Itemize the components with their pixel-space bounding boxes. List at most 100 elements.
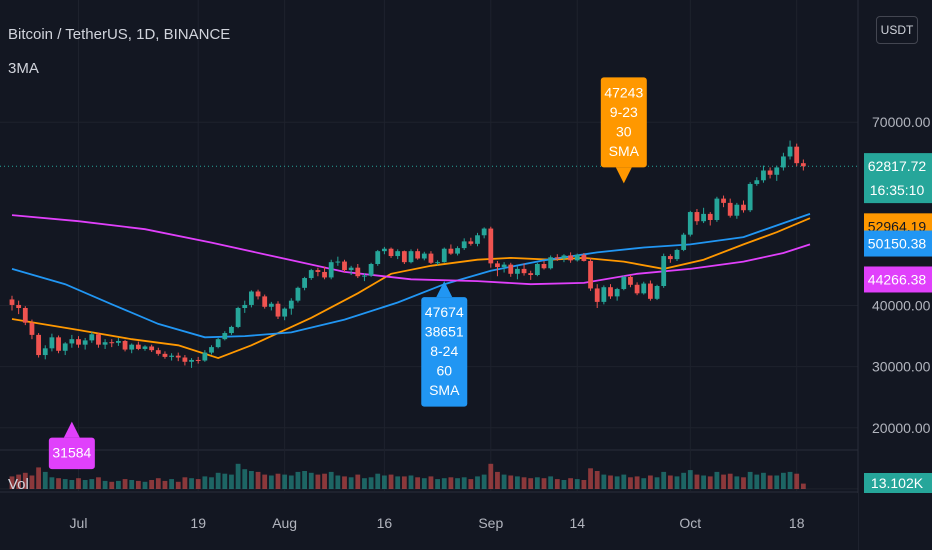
volume-bar [435, 479, 440, 489]
volume-bar [229, 474, 234, 489]
volume-bar [448, 477, 454, 489]
candle-body [781, 156, 786, 168]
candle-body [767, 170, 773, 175]
annotation-text: 30 [616, 123, 632, 139]
candle-body [787, 146, 793, 157]
candle-body [76, 339, 81, 345]
price-tag-text: 52964.19 [868, 218, 927, 234]
volume-bar [195, 479, 201, 489]
ma-line-200-sma [11, 214, 811, 286]
annotation-box [48, 437, 95, 470]
volume-bar [408, 475, 414, 489]
volume-bar [421, 478, 427, 489]
candle-body [741, 204, 746, 211]
ma-line-30-sma [11, 217, 811, 360]
volume-bar [275, 473, 281, 489]
volume-bar [501, 474, 507, 489]
candle-body [574, 254, 580, 261]
candle-body [495, 263, 500, 268]
volume-bar [262, 474, 268, 489]
volume-bar [302, 471, 307, 489]
volume-bar [155, 478, 161, 489]
candle-body [674, 249, 680, 260]
volume-label: Vol [8, 476, 29, 493]
candle-body [554, 257, 560, 259]
candle-body [501, 264, 507, 268]
candle-body [721, 198, 726, 203]
volume-bar [328, 471, 334, 489]
volume-bar [315, 474, 321, 489]
candle-body [455, 248, 460, 254]
candle-body [621, 276, 627, 290]
volume-bar [288, 475, 294, 489]
candle-body [42, 348, 48, 356]
candle-body [800, 163, 806, 167]
volume-bar [541, 478, 547, 489]
volume-bar [614, 476, 620, 489]
candle-body [568, 255, 573, 261]
volume-bar [355, 474, 361, 489]
price-candles [9, 140, 806, 368]
candle-body [255, 291, 261, 297]
candle-body [601, 287, 607, 302]
volume-bar [594, 471, 600, 489]
volume-bar [182, 477, 188, 489]
indicator-label[interactable]: 3MA [8, 60, 39, 77]
candle-body [687, 212, 693, 235]
candle-body [461, 241, 467, 249]
candle-body [588, 260, 593, 289]
candle-body [109, 342, 115, 344]
candle-body [36, 334, 41, 356]
candle-body [694, 212, 700, 222]
candle-body [641, 283, 647, 294]
candle-body [681, 234, 687, 250]
annotation-text: 9-23 [610, 104, 638, 120]
price-axis[interactable]: 70000.00 40000.00 30000.00 20000.00 62817.72… [857, 0, 932, 550]
volume-bar [714, 471, 720, 489]
currency-button[interactable]: USDT [876, 16, 918, 44]
time-label: 19 [190, 515, 206, 531]
volume-bar [255, 471, 261, 489]
volume-bar [215, 472, 221, 489]
volume-bar [767, 475, 773, 489]
volume-bar [794, 473, 800, 489]
candle-body [395, 251, 401, 257]
volume-bar [508, 475, 514, 489]
price-tick-label: 20000.00 [872, 420, 931, 436]
volume-bar [382, 475, 387, 489]
volume-bar [601, 474, 607, 489]
volume-bar [661, 471, 667, 489]
candle-body [754, 180, 760, 184]
price-tag-text: 62817.72 [868, 158, 927, 174]
volume-bar [674, 476, 680, 489]
candle-body [654, 286, 660, 299]
volume-bar [554, 479, 560, 489]
candle-body [135, 344, 141, 349]
candle-body [648, 283, 653, 299]
volume-bar [189, 478, 194, 489]
candle-body [747, 183, 753, 211]
candle-body [328, 262, 334, 278]
candle-body [707, 213, 713, 220]
volume-bar [49, 477, 55, 489]
candle-body [322, 271, 327, 278]
candle-body [315, 270, 321, 272]
volume-bar [774, 475, 780, 489]
volume-bar [707, 476, 713, 489]
time-label: Aug [272, 515, 297, 531]
time-axis[interactable]: Jul 19 Aug 16 Sep 14 Oct 18 [0, 493, 858, 550]
candle-body [82, 340, 88, 345]
candle-body [528, 273, 534, 275]
candle-body [534, 264, 540, 275]
candle-body [628, 276, 633, 285]
volume-bar [175, 481, 181, 489]
price-tag-text: 44266.38 [868, 271, 927, 287]
candle-body [488, 228, 494, 264]
time-label: Sep [478, 515, 503, 531]
candle-body [581, 254, 587, 261]
candle-body [155, 350, 161, 354]
price-tag-text: 50150.38 [868, 236, 927, 252]
volume-bar [515, 476, 520, 489]
candle-body [209, 347, 214, 353]
